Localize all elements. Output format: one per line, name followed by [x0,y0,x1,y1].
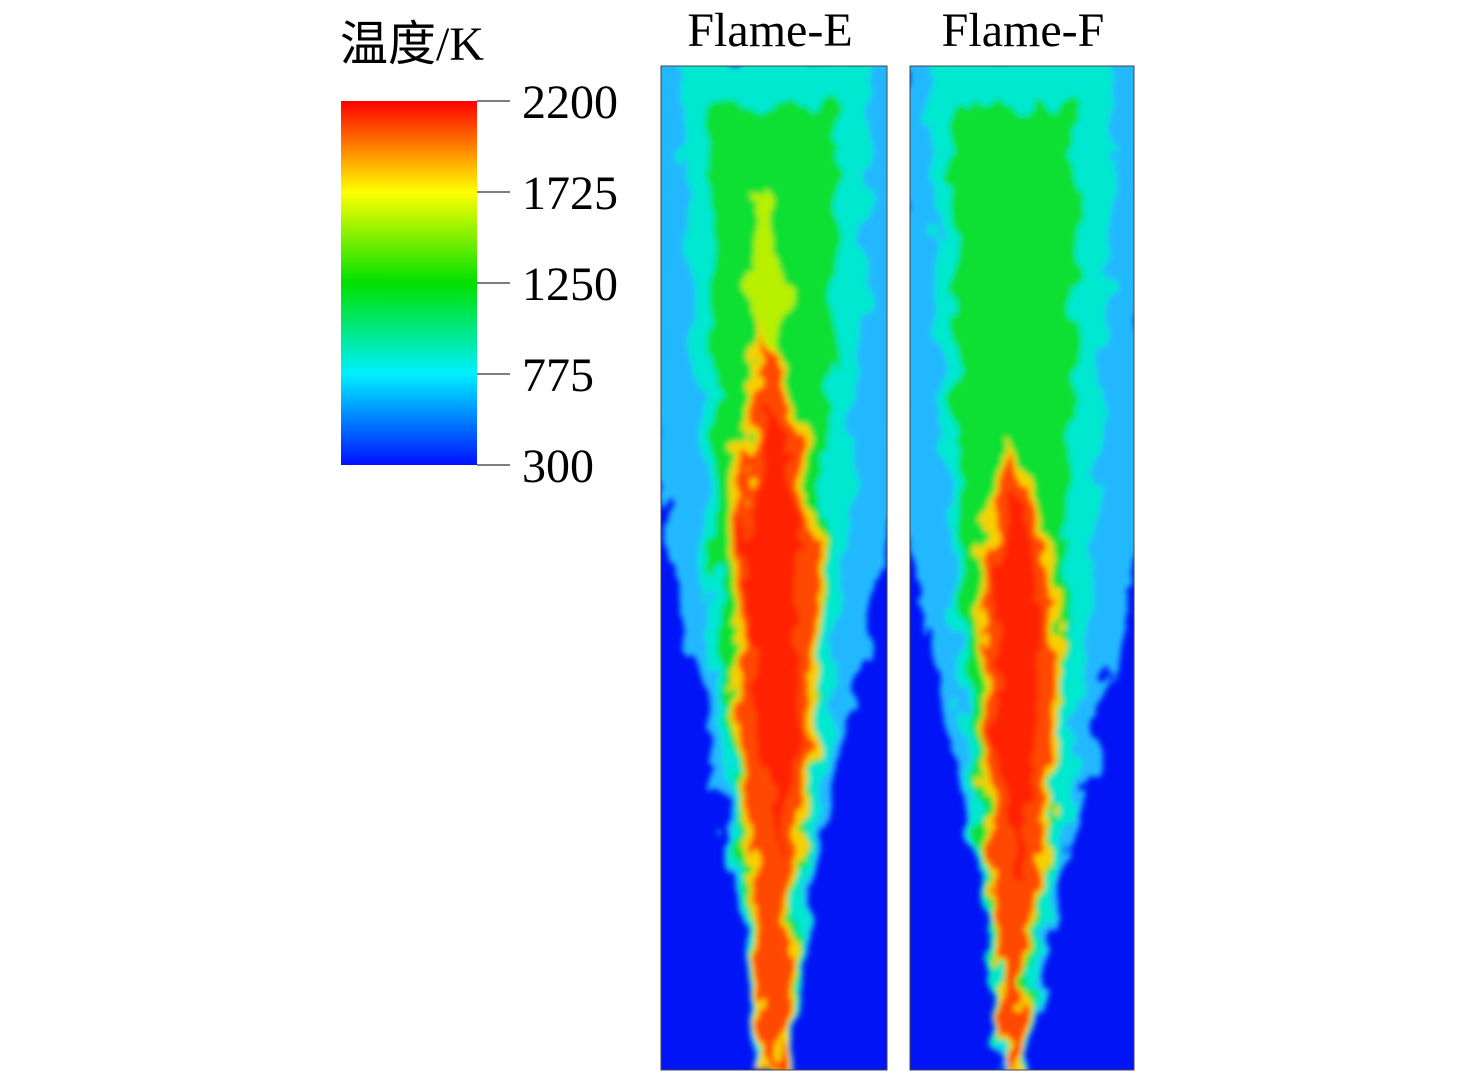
panel-frame [909,65,1135,1071]
tick-label: 2200 [522,76,618,129]
tick-label: 300 [522,440,594,493]
flame-f-contour [910,66,1134,1070]
tick-label: 1250 [522,258,618,311]
tick-label: 1725 [522,167,618,220]
panel-title: Flame-E [687,4,852,57]
colorbar [341,101,477,465]
colorbar-title: 温度/K [340,18,484,71]
flame-e-contour [661,66,887,1070]
tick-label: 775 [522,349,594,402]
colorbar-ticks: 2200 1725 1250 775 300 [477,76,618,493]
panel-title: Flame-F [942,4,1105,57]
panel-frame [660,65,888,1071]
